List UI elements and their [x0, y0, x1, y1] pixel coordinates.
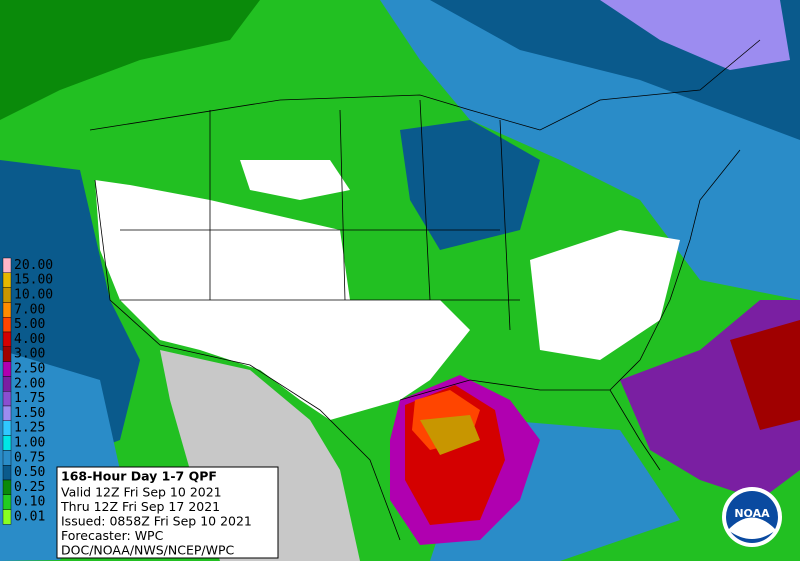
- legend-label: 1.75: [14, 391, 45, 406]
- legend-swatch: [2, 287, 12, 303]
- legend-label: 15.00: [14, 273, 53, 288]
- legend-label: 0.50: [14, 465, 45, 480]
- legend-swatch: [2, 405, 12, 422]
- legend-label: 1.00: [14, 436, 45, 451]
- rain-area: [0, 0, 260, 120]
- legend-label: 20.00: [14, 258, 53, 273]
- dry-area: [530, 230, 680, 360]
- dry-area: [240, 160, 350, 200]
- legend-label: 0.75: [14, 450, 45, 465]
- info-line: Issued: 0858Z Fri Sep 10 2021: [61, 514, 252, 529]
- legend: 20.0015.0010.007.005.004.003.002.502.001…: [2, 257, 53, 525]
- legend-swatch: [2, 494, 12, 510]
- legend-label: 3.00: [14, 347, 45, 362]
- logo-gull: [728, 517, 776, 539]
- legend-swatch: [2, 376, 12, 392]
- noaa-logo: NOAA: [722, 487, 782, 547]
- legend-swatch: [2, 361, 12, 377]
- legend-label: 2.50: [14, 362, 45, 377]
- info-line: Valid 12Z Fri Sep 10 2021: [61, 485, 222, 500]
- legend-swatch: [2, 346, 12, 362]
- info-line: DOC/NOAA/NWS/NCEP/WPC: [61, 543, 235, 558]
- rain-area: [730, 320, 800, 430]
- legend-swatch: [2, 302, 12, 318]
- info-box: [56, 466, 279, 559]
- legend-swatch: [2, 317, 12, 333]
- legend-swatch: [2, 465, 12, 481]
- legend-swatch: [2, 450, 12, 466]
- boundaries: [89, 39, 761, 541]
- legend-label: 10.00: [14, 288, 53, 303]
- info-line: Forecaster: WPC: [61, 528, 164, 543]
- legend-label: 7.00: [14, 302, 45, 317]
- legend-label: 4.00: [14, 332, 45, 347]
- legend-label: 5.00: [14, 317, 45, 332]
- legend-swatch: [2, 257, 12, 274]
- info-title: 168-Hour Day 1-7 QPF: [61, 469, 217, 484]
- info-line: Thru 12Z Fri Sep 17 2021: [60, 499, 220, 514]
- legend-label: 0.25: [14, 480, 45, 495]
- legend-label: 0.01: [14, 510, 45, 525]
- legend-swatch: [2, 479, 12, 496]
- legend-swatch: [2, 331, 12, 348]
- legend-swatch: [2, 391, 12, 407]
- legend-swatch: [2, 420, 12, 436]
- legend-label: 1.50: [14, 406, 45, 421]
- legend-swatch: [2, 435, 12, 451]
- legend-swatch: [2, 272, 12, 288]
- rain-area: [420, 415, 480, 455]
- legend-label: 2.00: [14, 376, 45, 391]
- legend-swatch: [2, 509, 12, 525]
- legend-label: 1.25: [14, 421, 45, 436]
- legend-label: 0.10: [14, 495, 45, 510]
- rain-area: [600, 0, 790, 70]
- logo-text: NOAA: [734, 507, 770, 520]
